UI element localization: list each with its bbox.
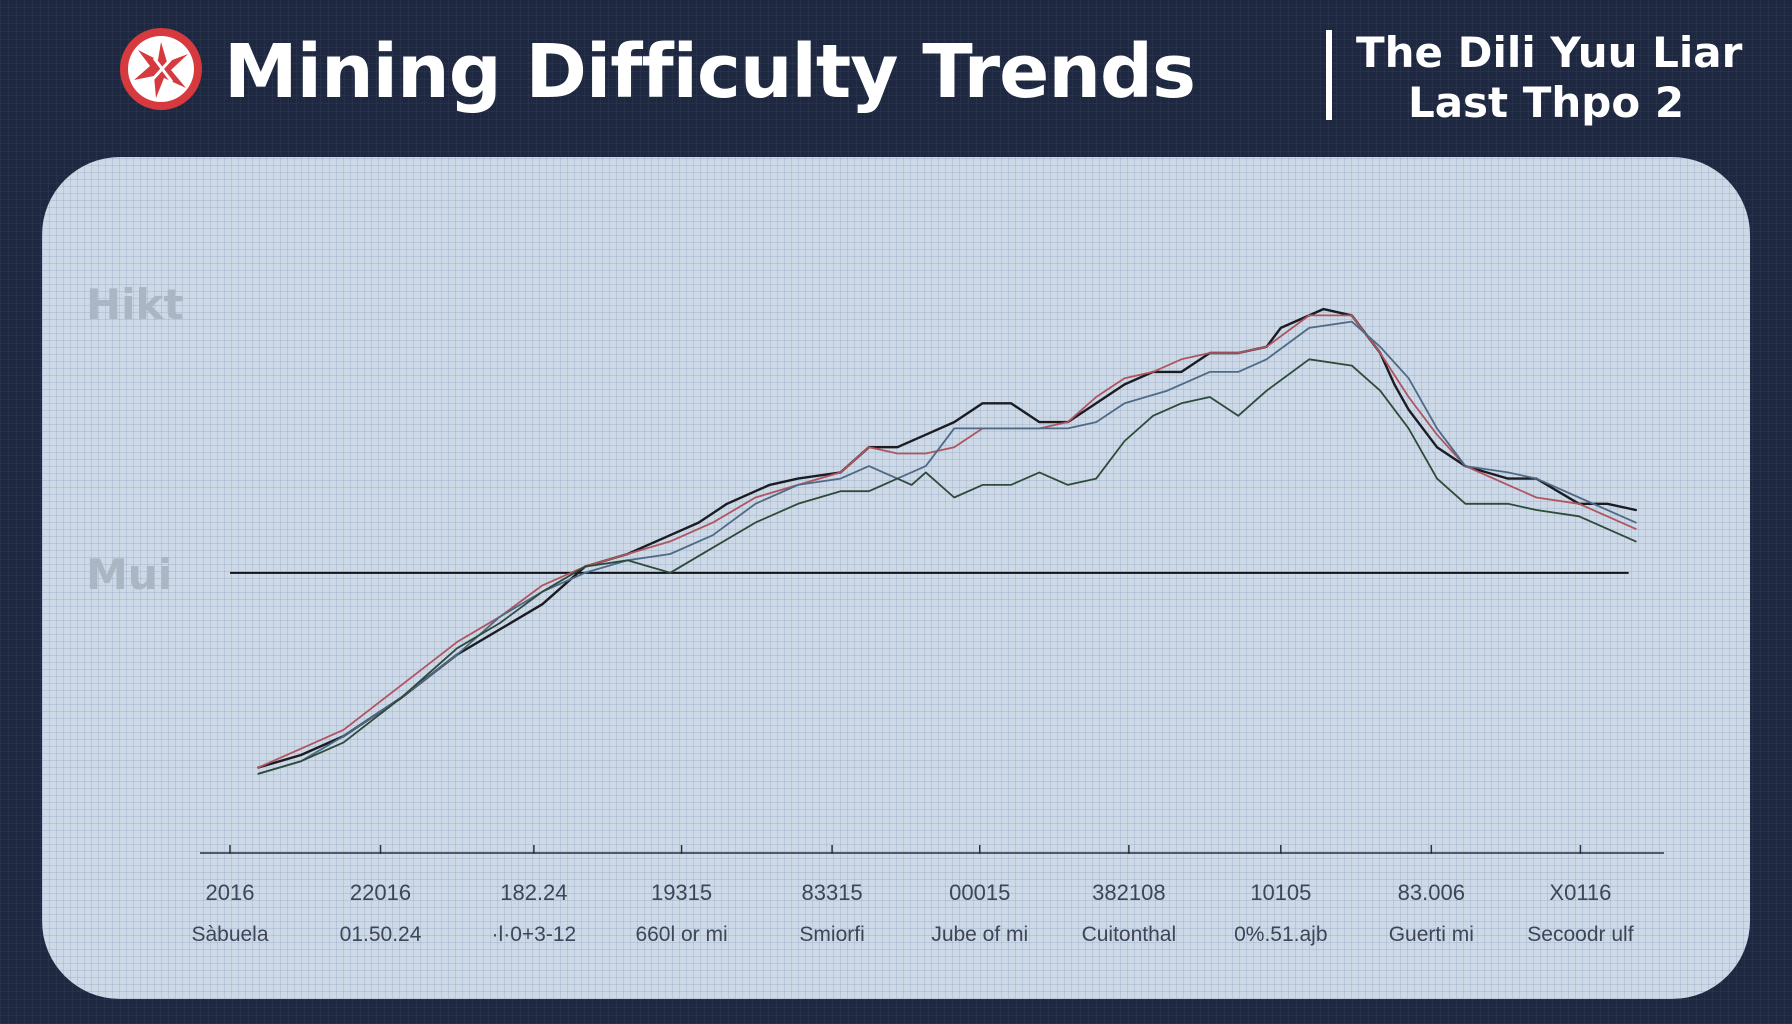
x-tick-sublabel: 0%.51.ajb [1234,923,1327,946]
series-line-black [257,307,1638,769]
chart-panel [42,157,1750,999]
series-lines [257,307,1638,775]
x-tick-sublabel: Smiorfi [799,923,864,946]
y-axis-labels: Hikt Mui [86,280,184,599]
x-tick-sublabel: Cuitonthal [1082,923,1177,946]
subtitle-line-1: The Dili Yuu Liar [1356,28,1743,77]
x-tick-sublabel: Guerti mi [1389,923,1474,946]
x-tick-label: 10105 [1250,880,1311,905]
series-line-red [257,314,1637,769]
x-tick-sublabel: ·l·0+3-12 [492,923,577,946]
x-tick-sublabel: Jube of mi [931,923,1028,946]
x-tick-label: 19315 [651,880,712,905]
series-line-green [257,358,1637,775]
starburst-logo-icon [120,28,202,110]
x-tick-sublabel: Sàbuela [191,923,268,946]
x-tick-label: 83315 [801,880,862,905]
page-title: Mining Difficulty Trends [224,29,1196,115]
x-tick-label: 83.006 [1398,880,1465,905]
x-tick-sublabel: 01.50.24 [340,923,422,946]
x-tick-label: X0116 [1549,880,1611,905]
x-tick-label: 22016 [350,880,411,905]
series-line-blue [257,320,1637,775]
subtitle-line-2: Last Thpo 2 [1407,78,1685,127]
x-tick-label: 382108 [1092,880,1165,905]
x-axis: 2016 Sàbuela 22016 01.50.24 182.24 ·l·0+3-12 1… [191,845,1664,946]
x-tick-label: 00015 [949,880,1010,905]
y-axis-label: Mui [86,550,172,599]
y-axis-label: Hikt [86,280,184,329]
x-tick-sublabel: Secoodr ulf [1527,923,1633,946]
x-tick-sublabel: 660l or mi [635,923,727,946]
header-subtitle: The Dili Yuu Liar Last Thpo 2 [1356,28,1743,128]
x-tick-label: 2016 [206,880,255,905]
x-tick-label: 182.24 [500,880,567,905]
header-divider [1326,30,1332,120]
